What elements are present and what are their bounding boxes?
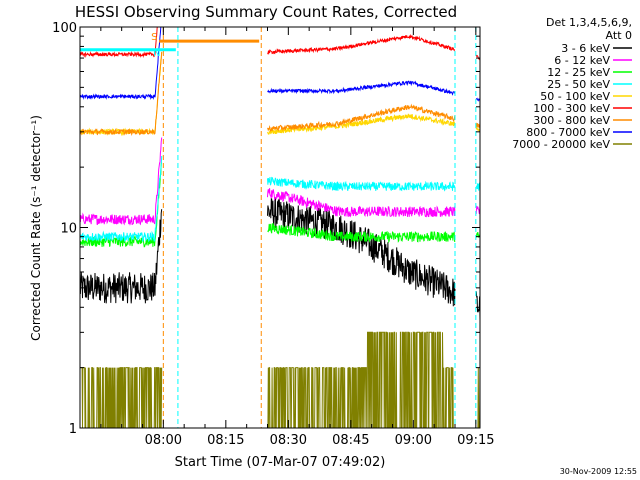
y-tick-label: 100 <box>52 21 77 36</box>
legend-label-2: 12 - 25 keV <box>547 66 610 79</box>
plot-area <box>80 27 480 428</box>
legend-label-4: 50 - 100 keV <box>540 90 610 103</box>
footer-timestamp: 30-Nov-2009 12:55 <box>560 467 637 476</box>
series-line-4 <box>80 52 480 137</box>
legend-header-line-1: Det 1,3,4,5,6,9, <box>546 16 632 29</box>
series-line-8 <box>80 331 480 428</box>
legend-label-7: 800 - 7000 keV <box>526 126 610 139</box>
legend-label-8: 7000 - 20000 keV <box>512 138 610 151</box>
y-axis: 1 10 100 <box>52 21 480 437</box>
legend-header-line-2: Att 0 <box>606 29 632 42</box>
y-axis-label: Corrected Count Rate (s⁻¹ detector⁻¹) <box>29 115 43 341</box>
x-tick-label: 08:30 <box>270 433 307 448</box>
y-tick-label: 1 <box>69 422 77 437</box>
x-tick-label: 08:00 <box>145 433 182 448</box>
series-line-3 <box>80 155 480 243</box>
x-axis-label: Start Time (07-Mar-07 07:49:02) <box>175 455 386 470</box>
legend-label-3: 25 - 50 keV <box>547 78 610 91</box>
flag-label-N: N <box>153 48 160 59</box>
legend-label-1: 6 - 12 keV <box>554 54 610 67</box>
x-tick-label: 09:00 <box>395 433 432 448</box>
flag-label-S: S <box>151 32 157 43</box>
chart-title: HESSI Observing Summary Count Rates, Cor… <box>75 3 457 21</box>
series-line-6 <box>80 51 480 137</box>
series-line-1 <box>80 137 480 226</box>
series-line-7 <box>80 27 480 102</box>
y-tick-label: 10 <box>60 222 77 237</box>
legend-label-5: 100 - 300 keV <box>533 102 610 115</box>
legend-label-0: 3 - 6 keV <box>561 42 610 55</box>
x-tick-label: 09:15 <box>457 433 494 448</box>
x-tick-label: 08:15 <box>207 433 244 448</box>
series-line-0 <box>80 198 480 320</box>
series-line-5 <box>80 27 480 61</box>
legend-label-6: 300 - 800 keV <box>533 114 610 127</box>
x-axis: 08:00 08:15 08:30 08:45 09:00 09:15 <box>79 27 495 448</box>
x-tick-label: 08:45 <box>332 433 369 448</box>
